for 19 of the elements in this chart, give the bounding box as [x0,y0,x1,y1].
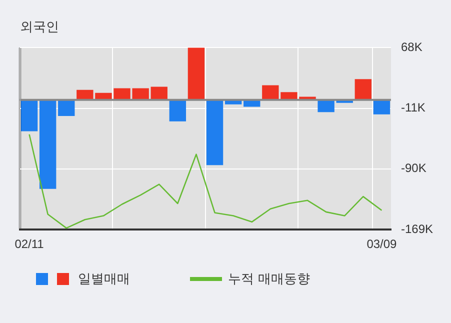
y-tick-label: -11K [400,100,426,115]
y-tick-label: -90K [400,161,426,176]
bar [206,100,224,166]
y-tick-label: 68K [400,40,422,54]
x-tick-label: 02/11 [14,237,44,252]
chart-title: 외국인 [20,20,59,36]
bar [169,100,186,122]
y-tick-label: -169K [400,222,434,236]
legend-label: 누적 매매동향 [228,271,310,288]
bar [58,100,75,116]
bar [318,100,334,112]
bar [39,100,56,189]
bar [354,79,372,100]
legend-label: 일별매매 [78,271,130,288]
bar [150,86,168,100]
bar [188,48,205,100]
x-tick-label: 03/09 [366,237,398,252]
bar [373,100,390,114]
bar [20,100,38,132]
